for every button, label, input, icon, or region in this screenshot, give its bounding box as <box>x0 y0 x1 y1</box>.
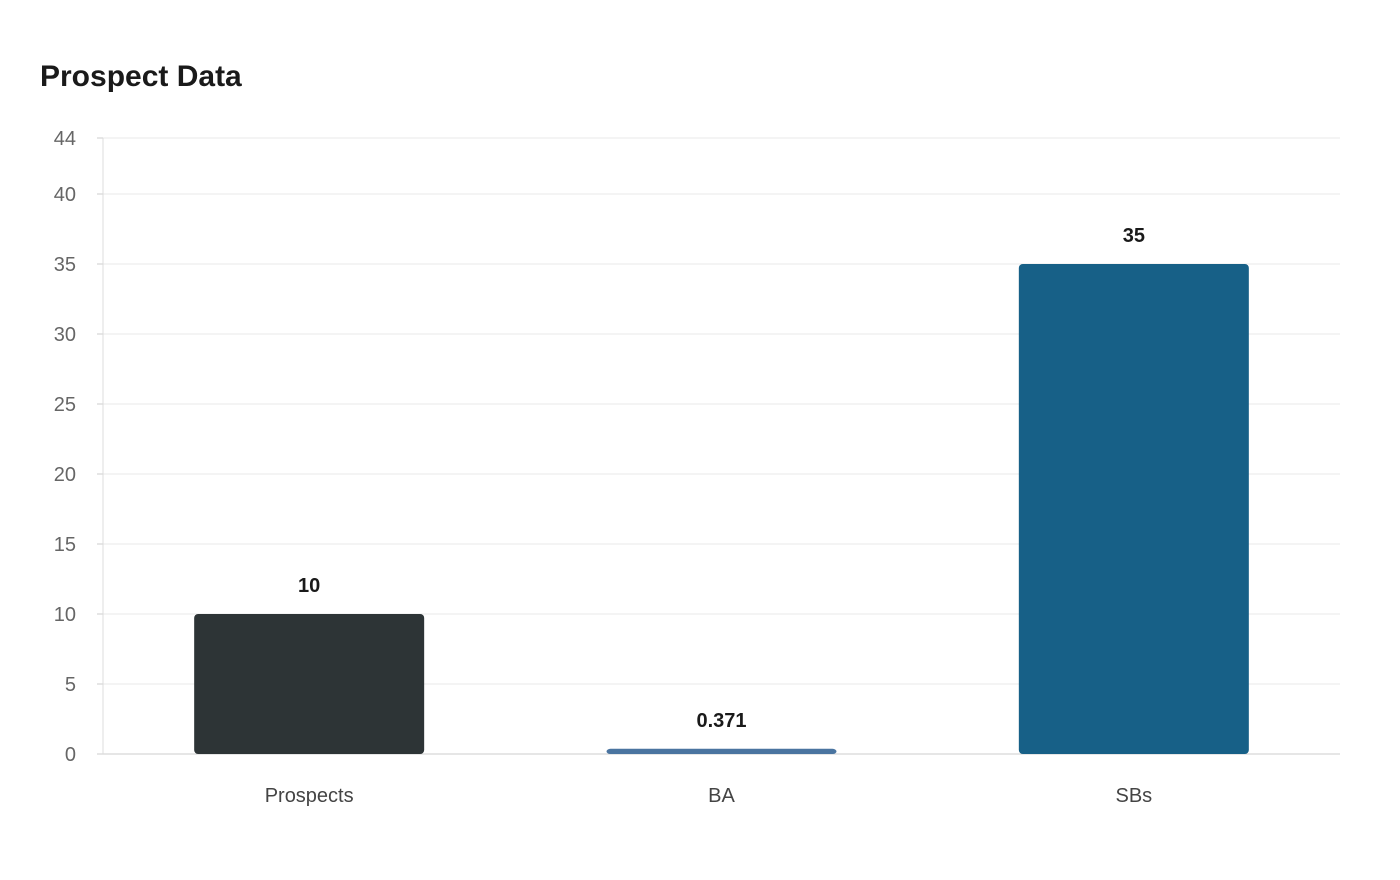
y-tick-label: 20 <box>54 464 76 486</box>
y-tick-label: 30 <box>54 324 76 346</box>
y-tick-label: 5 <box>65 674 76 696</box>
y-tick-label: 10 <box>54 604 76 626</box>
y-tick-label: 15 <box>54 534 76 556</box>
x-tick-label: SBs <box>1115 785 1152 807</box>
data-label: 0.371 <box>696 710 746 732</box>
chart-title: Prospect Data <box>40 60 242 93</box>
y-tick-label: 35 <box>54 254 76 276</box>
y-tick-label: 44 <box>54 128 76 150</box>
data-label: 35 <box>1123 225 1145 247</box>
x-tick-label: Prospects <box>265 785 354 807</box>
data-label: 10 <box>298 575 320 597</box>
bar-ba <box>606 748 837 754</box>
y-tick-label: 25 <box>54 394 76 416</box>
y-tick-label: 0 <box>65 744 76 766</box>
x-tick-label: BA <box>708 785 735 807</box>
y-tick-label: 40 <box>54 184 76 206</box>
bar-prospects <box>194 614 425 754</box>
bar-sbs <box>1018 264 1249 754</box>
